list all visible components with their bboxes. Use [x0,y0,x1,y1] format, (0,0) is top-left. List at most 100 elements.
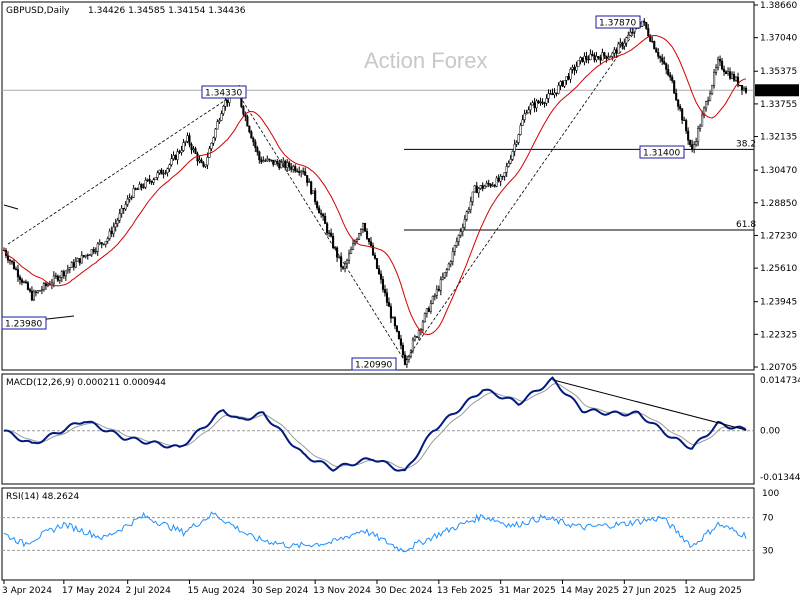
candle-body [742,87,746,91]
fib-label-38.2: 38.2 [736,139,756,149]
moving-average-line [3,34,747,336]
candle-body [611,52,614,57]
candle-body [621,42,624,47]
candle-body [551,93,554,96]
candle-body [152,179,155,183]
price-tick-label: 1.37040 [760,34,797,44]
candle-body [693,144,696,150]
candle-body [495,177,498,187]
candle-body [72,262,75,268]
candle-body [641,20,644,27]
candle-body [549,93,552,95]
candle-body [18,276,22,280]
candle-body [715,67,718,73]
candle-body [336,247,339,258]
candle-body [515,142,518,145]
candle-body [108,230,111,239]
candle-body [523,113,526,120]
rsi-layer [2,511,754,553]
candle-body [691,144,694,150]
candle-body [545,98,548,104]
candle-body [40,289,43,292]
candle-body [705,101,708,109]
candle-body [441,277,444,280]
candle-body [481,185,484,189]
candle-body [521,119,524,126]
candle-body [300,170,303,173]
macd-tick-label: -0.013442 [760,473,800,483]
candle-body [589,53,592,61]
candle-body [316,201,319,209]
candle-body [346,259,349,265]
candle-body [296,170,299,172]
candle-body [399,338,402,346]
candle-body [435,288,438,296]
candle-body [202,162,205,167]
candle-body [499,176,502,182]
candle-body [527,109,530,114]
candle-body [539,101,542,104]
candle-body [543,102,546,104]
candle-body [86,254,89,256]
candle-body [359,229,363,234]
candle-body [569,69,572,80]
macd-label: MACD(12,26,9) 0.000211 0.000944 [6,378,166,388]
candle-body [312,190,315,194]
candle-body [413,336,416,341]
candle-body [158,169,161,174]
trendline-rise-2024 [7,91,238,245]
candle-body [423,313,426,323]
candle-body [264,160,267,162]
candle-body [491,184,494,187]
watermark: Action Forex [364,48,488,73]
candle-body [284,160,287,168]
candle-body [22,281,25,283]
candle-body [330,232,333,237]
candle-body [507,162,510,167]
candle-body [732,74,736,81]
candle-body [455,241,458,246]
candle-body [531,102,534,106]
date-tick-label: 31 Mar 2025 [499,586,556,596]
candle-body [216,121,219,130]
price-label-text: 1.23980 [5,320,42,330]
candle-body [310,181,313,194]
candle-body [389,306,393,319]
candle-body [721,60,724,70]
candle-body [479,185,482,189]
candle-body [625,37,628,44]
candle-body [164,172,167,174]
candle-body [725,71,728,74]
candle-body [124,204,127,210]
candle-body [224,99,227,107]
date-tick-label: 15 Aug 2024 [188,586,246,596]
candle-body [583,55,586,63]
candle-body [681,108,684,121]
candle-body [122,207,125,210]
rsi-tick-label: 30 [762,546,774,556]
candle-body [657,52,660,57]
candle-body [28,289,31,292]
candle-body [617,43,620,54]
candle-body [571,67,574,70]
candle-body [250,131,253,139]
candle-body [294,166,297,172]
candle-body [463,219,466,228]
candle-body [701,114,704,127]
candle-body [723,68,726,72]
candle-body [547,93,550,99]
candle-body [280,162,283,169]
candle-body [603,52,606,57]
candle-body [579,57,582,61]
candle-body [110,230,113,234]
candle-body [76,258,79,262]
candle-body [541,101,544,104]
candle-body [591,53,594,56]
ohlc-label: 1.34426 1.34585 1.34154 1.34436 [88,6,246,16]
candle-body [146,179,149,181]
candle-body [82,255,85,257]
candle-body [186,135,189,142]
candle-body [519,125,522,135]
rsi-tick-label: 100 [762,489,779,499]
